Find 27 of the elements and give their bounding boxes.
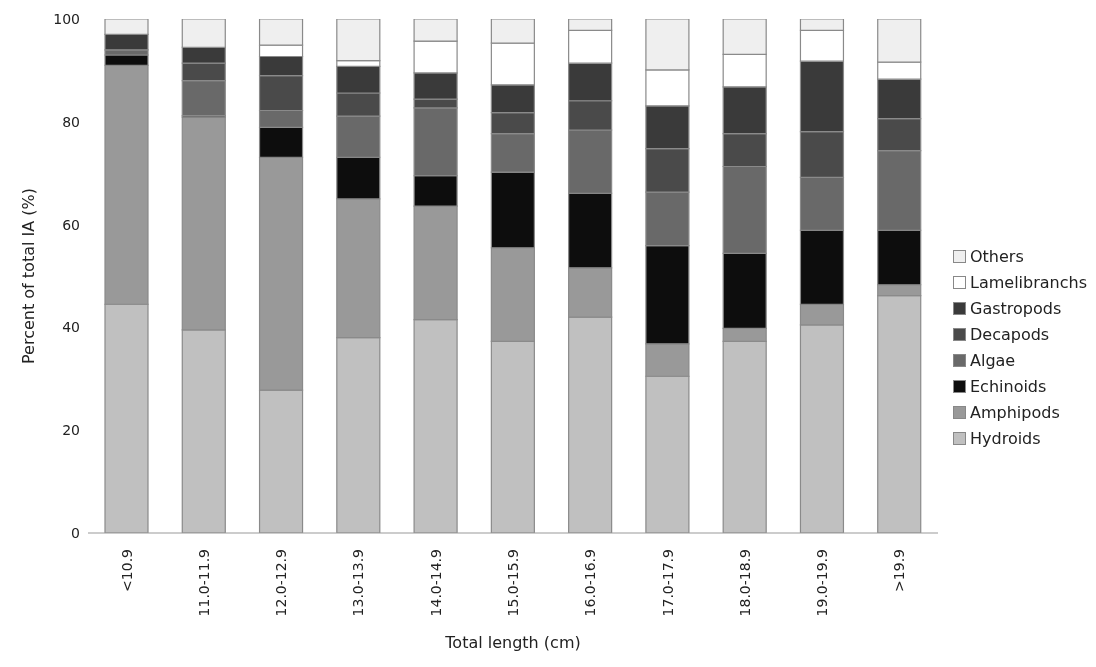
legend-label: Echinoids	[970, 376, 1047, 396]
x-tick-label: 15.0-15.9	[505, 549, 521, 617]
legend-label: Others	[970, 246, 1024, 266]
x-tick-label: 18.0-18.9	[736, 549, 753, 617]
x-tick-label: 16.0-16.9	[582, 549, 599, 617]
y-tick-label: 80	[62, 113, 80, 130]
legend-label: Decapods	[970, 324, 1050, 344]
y-tick-label: 20	[62, 422, 80, 439]
x-axis-title: Total length (cm)	[444, 633, 581, 652]
y-tick-label: 100	[53, 10, 80, 27]
y-tick-label: 40	[62, 319, 80, 336]
x-tick-label: 19.0-19.9	[814, 549, 831, 617]
y-axis-title: Percent of total IA (%)	[18, 188, 38, 364]
x-tick-label: 14.0-14.9	[427, 549, 444, 617]
legend-label: Amphipods	[970, 402, 1060, 422]
y-tick-label: 0	[71, 524, 80, 541]
legend-label: Algae	[970, 350, 1016, 370]
legend-label: Lamelibranchs	[970, 272, 1087, 292]
y-tick-label: 60	[62, 216, 80, 233]
legend-label: Gastropods	[970, 298, 1062, 318]
legend-label: Hydroids	[970, 428, 1041, 448]
x-tick-label: 12.0-12.9	[273, 549, 290, 617]
x-tick-label: 17.0-17.9	[659, 549, 676, 617]
x-tick-label: 11.0-11.9	[195, 549, 212, 617]
x-tick-label: >19.9	[891, 549, 908, 592]
x-tick-label: <10.9	[118, 549, 135, 592]
x-tick-label: 13.0-13.9	[350, 549, 367, 617]
